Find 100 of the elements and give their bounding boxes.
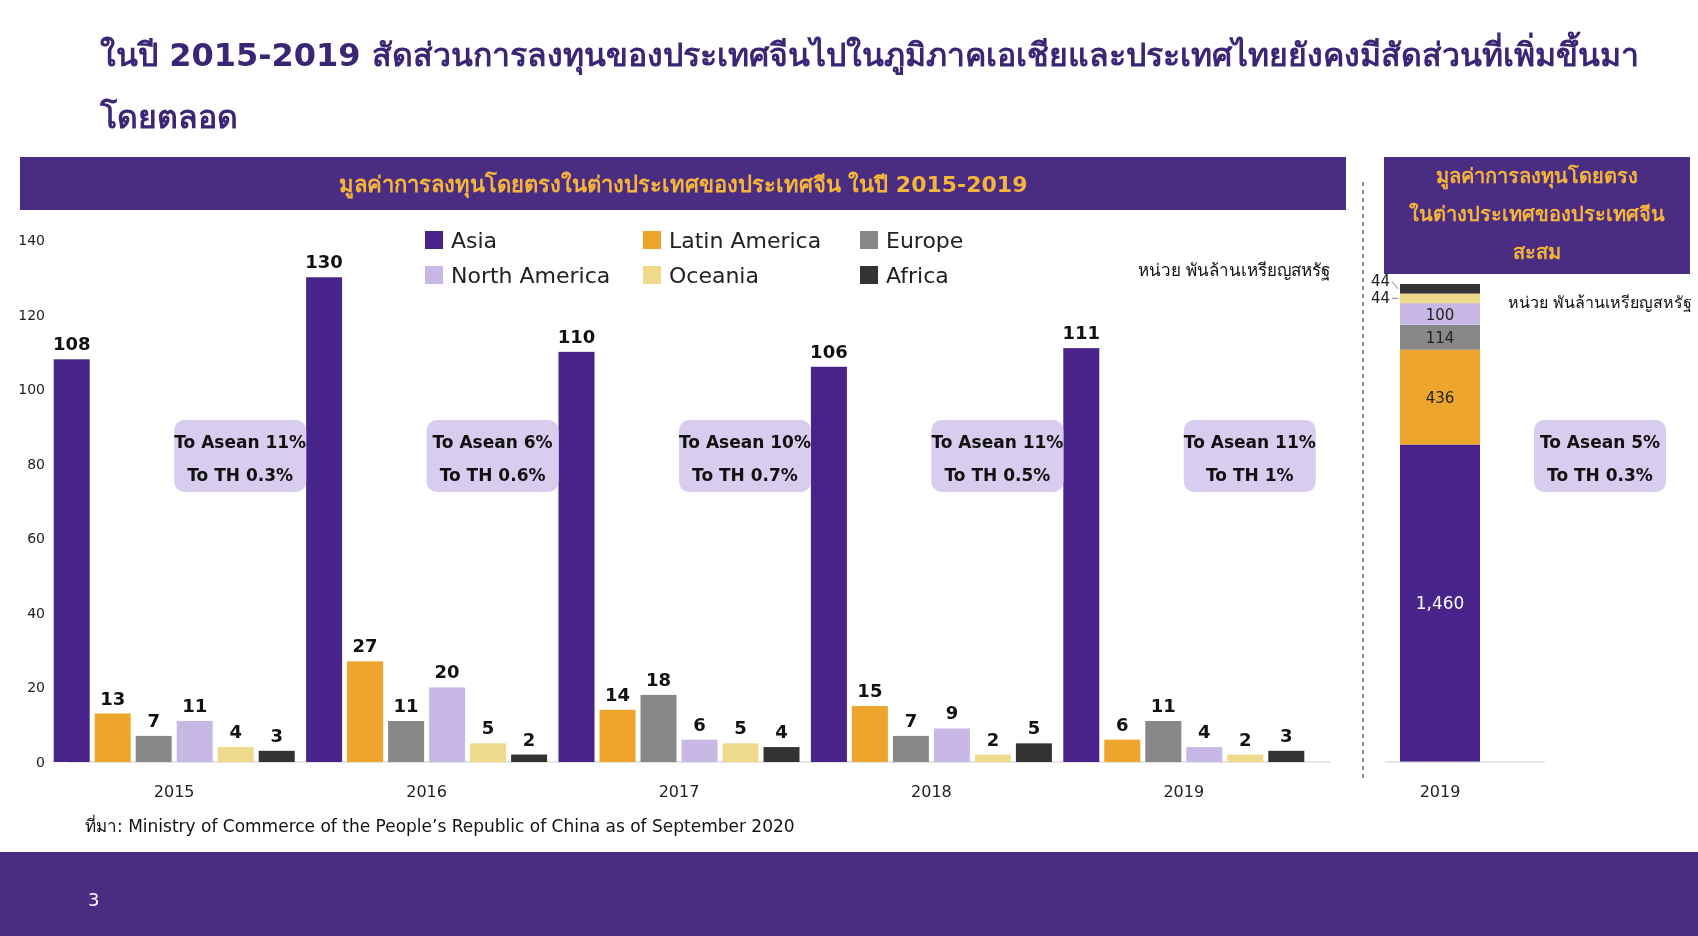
x-tick-label: 2019 xyxy=(1163,782,1205,801)
y-tick-label: 80 xyxy=(27,455,45,472)
bar xyxy=(1186,747,1223,762)
y-tick-label: 40 xyxy=(27,604,45,621)
data-label: 5 xyxy=(1027,717,1041,739)
data-label: 2 xyxy=(1239,728,1252,750)
y-tick-label: 60 xyxy=(27,530,45,547)
annotation: หน่วย พันล้านเหรียญสหรัฐ xyxy=(1137,260,1330,281)
bar xyxy=(722,743,759,762)
data-label: 44 xyxy=(1370,289,1390,308)
y-tick-label: 140 xyxy=(18,232,45,248)
data-label: 11 xyxy=(182,694,208,716)
data-label: 6 xyxy=(1116,713,1129,735)
data-label: 13 xyxy=(100,687,126,709)
bar xyxy=(53,359,90,762)
data-label: 4 xyxy=(229,721,242,743)
bar xyxy=(974,754,1011,762)
bar xyxy=(810,366,847,762)
annotation: To Asean 11% To TH 0.5% xyxy=(931,432,1064,485)
data-label: 27 xyxy=(352,635,378,657)
legend-label: Latin America xyxy=(669,228,822,253)
annotation: To Asean 11% To TH 1% xyxy=(1183,432,1316,485)
text: 3 xyxy=(88,889,100,910)
legend-label: Europe xyxy=(886,228,964,253)
bar xyxy=(1145,720,1182,762)
bar xyxy=(429,687,466,762)
bar xyxy=(1400,444,1480,762)
data-label: 108 xyxy=(52,333,91,355)
y-tick-label: 0 xyxy=(36,754,45,770)
data-label: 2 xyxy=(986,728,1000,750)
bar xyxy=(470,743,507,762)
x-tick-label: 2016 xyxy=(406,782,447,801)
data-label: 130 xyxy=(305,251,343,273)
legend-label: Asia xyxy=(451,228,498,253)
bar xyxy=(511,754,548,762)
bar xyxy=(892,735,929,762)
text: ที่มา: Ministry of Commerce of the People’s Republic of China as of September 2020 xyxy=(85,814,795,836)
data-label: 7 xyxy=(904,709,918,731)
y-tick-label: 100 xyxy=(18,381,45,398)
bar xyxy=(933,728,970,762)
data-label: 1,460 xyxy=(1415,593,1465,614)
data-label: 110 xyxy=(557,325,596,347)
bar xyxy=(1400,284,1480,294)
y-tick-label: 120 xyxy=(18,306,45,323)
bar xyxy=(763,747,800,762)
data-label: 5 xyxy=(481,717,495,739)
bar xyxy=(640,694,677,762)
bar xyxy=(217,747,254,762)
data-label: 3 xyxy=(1280,724,1293,746)
data-label: 9 xyxy=(945,702,959,724)
bar xyxy=(347,661,384,762)
data-label: 20 xyxy=(434,661,460,683)
bar xyxy=(1227,754,1264,762)
y-tick-label: 20 xyxy=(27,679,45,696)
bar xyxy=(1104,739,1141,762)
bar xyxy=(1063,348,1100,762)
data-label: 7 xyxy=(147,709,160,731)
legend-label: Africa xyxy=(886,263,949,288)
bar xyxy=(681,739,718,762)
data-label: 106 xyxy=(810,340,848,362)
data-label: 11 xyxy=(1150,694,1176,716)
x-tick-label: 2018 xyxy=(911,782,952,801)
data-label: 44 xyxy=(1370,272,1390,291)
bar xyxy=(1015,743,1052,762)
x-tick-label: 2019 xyxy=(1419,782,1461,801)
data-label: 18 xyxy=(645,668,672,690)
bar xyxy=(1400,303,1480,325)
data-label: 3 xyxy=(270,724,283,746)
bar xyxy=(599,709,636,762)
bar xyxy=(1400,349,1480,445)
data-label: 5 xyxy=(734,717,747,739)
data-label: 14 xyxy=(604,683,631,705)
data-label: 436 xyxy=(1425,389,1455,408)
text: To Asean 5% To TH 0.3% xyxy=(1539,432,1661,485)
data-label: 4 xyxy=(1198,721,1211,743)
bar xyxy=(94,713,131,762)
data-label: 111 xyxy=(1062,322,1101,344)
data-label: 11 xyxy=(393,694,419,716)
chart-title: ในปี 2015-2019 สัดส่วนการลงทุนของประเทศจีนไปในภูมิภาคเอเชียและประเทศไทยยังคงมีสัดส่วนที่เพิ่มขึ้นมา โดยตลอด xyxy=(99,31,1639,136)
bar xyxy=(135,735,172,762)
annotation: To Asean 11% To TH 0.3% xyxy=(174,432,307,485)
bar xyxy=(306,277,343,762)
bar xyxy=(388,720,425,762)
legend-label: North America xyxy=(451,263,611,288)
bar xyxy=(1268,750,1305,762)
legend-label: Oceania xyxy=(669,263,759,288)
data-label: 100 xyxy=(1425,306,1455,325)
x-tick-label: 2017 xyxy=(658,782,700,801)
text: หน่วย พันล้านเหรียญสหรัฐ xyxy=(1507,293,1692,312)
annotation: To Asean 10% To TH 0.7% xyxy=(679,432,811,485)
bar xyxy=(558,351,595,762)
chart-subtitle: มูลค่าการลงทุนโดยตรงในต่างประเทศของประเทศจีน ในปี 2015-2019 xyxy=(338,171,1028,199)
text: มูลค่าการลงทุนโดยตรง ในต่างประเทศของประเทศจีน สะสม xyxy=(1409,164,1665,264)
data-label: 6 xyxy=(693,713,706,735)
annotation: To Asean 6% To TH 0.6% xyxy=(432,432,553,485)
data-label: 4 xyxy=(775,721,788,743)
bar xyxy=(176,720,213,762)
bar xyxy=(258,750,295,762)
bar xyxy=(1400,293,1480,304)
data-label: 2 xyxy=(522,728,536,750)
